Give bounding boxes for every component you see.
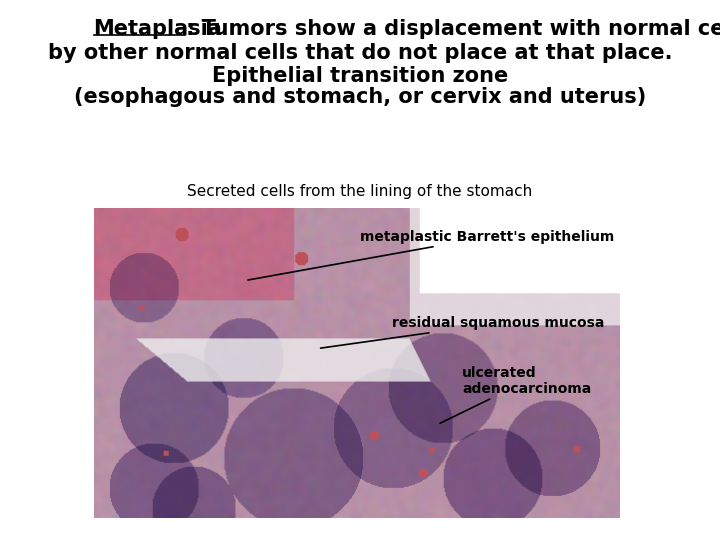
Text: Epithelial transition zone: Epithelial transition zone [212, 66, 508, 86]
Text: : Tumors show a displacement with normal cell types: : Tumors show a displacement with normal… [186, 19, 720, 39]
Text: ulcerated
adenocarcinoma: ulcerated adenocarcinoma [440, 366, 591, 423]
Text: residual squamous mucosa: residual squamous mucosa [320, 316, 605, 348]
Text: by other normal cells that do not place at that place.: by other normal cells that do not place … [48, 43, 672, 63]
Text: (esophagous and stomach, or cervix and uterus): (esophagous and stomach, or cervix and u… [74, 87, 646, 107]
Text: Metaplasia: Metaplasia [94, 19, 222, 39]
Text: metaplastic Barrett's epithelium: metaplastic Barrett's epithelium [248, 230, 615, 280]
Text: Secreted cells from the lining of the stomach: Secreted cells from the lining of the st… [187, 184, 533, 199]
